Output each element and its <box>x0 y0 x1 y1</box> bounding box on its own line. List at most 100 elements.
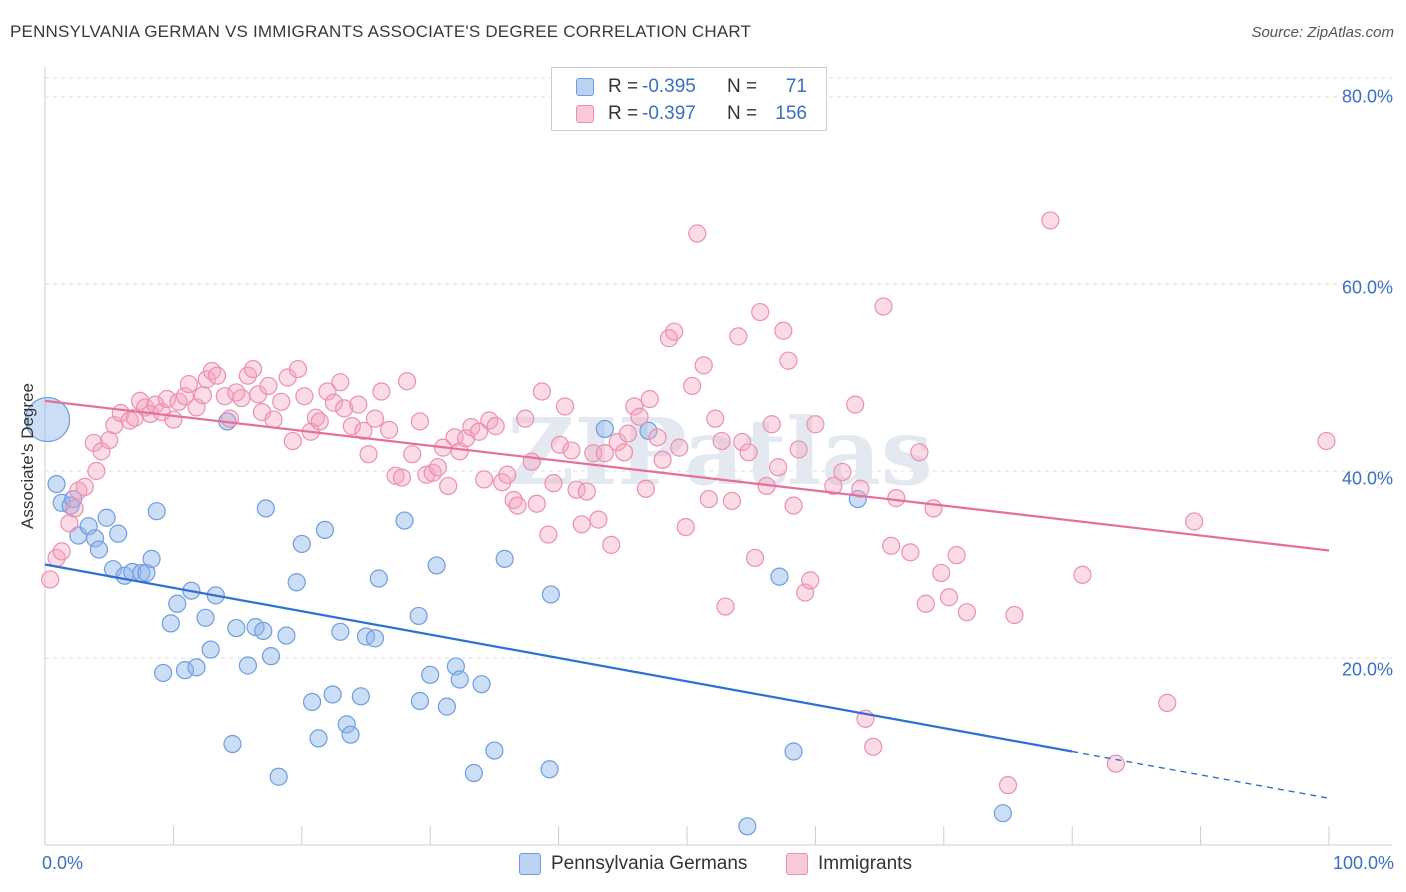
pennsylvania-german-point <box>302 692 322 712</box>
immigrant-point <box>1073 565 1092 584</box>
immigrant-point <box>259 376 278 396</box>
pennsylvania-german-point <box>323 685 342 704</box>
immigrant-point <box>801 571 820 590</box>
immigrant-point <box>232 388 251 408</box>
immigrant-point <box>1005 605 1024 625</box>
pennsylvania-german-point <box>269 767 288 786</box>
immigrant-point <box>774 321 793 340</box>
immigrant-point <box>310 412 329 431</box>
immigrant-point <box>887 489 906 508</box>
x-tick-label: 0.0% <box>42 853 84 873</box>
trend-lines <box>44 399 1330 799</box>
immigrant-point <box>469 422 489 441</box>
immigrant-point <box>670 438 689 457</box>
immigrant-point <box>636 479 656 498</box>
immigrant-point <box>410 412 430 431</box>
immigrant-point <box>806 415 825 434</box>
r-value: -0.397 <box>642 103 696 124</box>
pennsylvania-german-point <box>472 675 491 694</box>
immigrant-point <box>716 597 735 616</box>
immigrant-point <box>699 489 718 509</box>
immigrant-point <box>450 442 469 461</box>
immigrant-point <box>193 386 213 405</box>
legend-item-pennsylvania-germans[interactable]: Pennsylvania Germans <box>519 852 747 876</box>
immigrant-point <box>589 510 608 529</box>
pennsylvania-german-point <box>292 534 311 554</box>
immigrant-point <box>1185 512 1204 531</box>
legend-item-immigrants[interactable]: Immigrants <box>786 852 912 876</box>
immigrant-point <box>722 491 742 511</box>
immigrant-point <box>87 461 106 481</box>
immigrant-point <box>318 382 337 401</box>
immigrant-point <box>1106 754 1125 773</box>
pennsylvania-german-point <box>495 549 514 568</box>
pennsylvania-german-point <box>450 670 469 689</box>
immigrant-point <box>295 387 314 406</box>
pennsylvania-german-point <box>315 520 335 540</box>
pennsylvania-german-point <box>161 614 180 633</box>
immigrant-point <box>683 376 702 396</box>
immigrant-point <box>335 399 354 418</box>
immigrant-point <box>733 432 752 452</box>
immigrant-point <box>901 543 920 562</box>
immigrant-point <box>916 594 935 613</box>
pennsylvania-german-point <box>540 760 559 779</box>
immigrant-point <box>1158 693 1177 712</box>
n-label: N = <box>727 103 758 124</box>
source-label: Source: ZipAtlas.com <box>1251 24 1394 41</box>
pennsylvania-german-point <box>351 687 370 706</box>
y-tick-label: 20.0% <box>1341 659 1393 680</box>
immigrant-point <box>712 431 731 451</box>
immigrant-point <box>75 477 94 496</box>
trend-line-pennsylvania-germans <box>44 563 1073 753</box>
legend-label: Pennsylvania Germans <box>551 853 748 874</box>
pennsylvania-german-point <box>427 556 446 575</box>
immigrant-point <box>283 431 302 451</box>
immigrant-point <box>824 476 843 496</box>
x-tick-label: 100.0% <box>1332 853 1394 873</box>
immigrant-point <box>359 445 378 464</box>
pennsylvania-german-point <box>369 569 388 588</box>
immigrant-point <box>784 496 803 515</box>
pennsylvania-german-point <box>365 629 385 648</box>
immigrant-point <box>665 322 684 341</box>
immigrant-point <box>380 420 399 439</box>
immigrant-point <box>614 443 634 462</box>
pennsylvania-german-point <box>410 691 430 711</box>
immigrant-point <box>851 479 870 498</box>
immigrant-point <box>508 496 527 515</box>
pennsylvania-german-point <box>784 742 803 761</box>
immigrant-point <box>539 525 558 544</box>
axes <box>44 67 1392 846</box>
immigrant-point <box>1317 431 1336 451</box>
immigrant-point <box>157 389 177 409</box>
immigrant-point <box>331 373 350 392</box>
immigrant-point <box>486 417 505 436</box>
pennsylvania-german-point <box>109 524 128 543</box>
immigrant-point <box>354 421 373 440</box>
immigrant-point <box>751 302 770 322</box>
immigrant-point <box>562 441 581 460</box>
legend-swatch <box>519 853 541 875</box>
immigrant-point <box>120 411 139 430</box>
legend-swatch <box>576 105 594 123</box>
pennsylvania-german-point <box>287 573 306 592</box>
legend-label: Immigrants <box>818 853 912 874</box>
immigrant-point <box>864 737 883 756</box>
pennsylvania-german-point <box>770 567 789 586</box>
y-axis-label: Associate's Degree <box>18 383 37 529</box>
pennsylvania-german-point <box>738 817 757 836</box>
legend-row-pennsylvania-germans: R = -0.395 N = 71 <box>576 76 807 98</box>
immigrant-point <box>365 409 385 428</box>
immigrant-point <box>516 409 535 428</box>
pennsylvania-german-point <box>395 511 414 530</box>
immigrant-point <box>264 410 283 429</box>
immigrant-point <box>779 351 798 370</box>
immigrant-point <box>595 444 614 463</box>
stats-legend: R = -0.395 N = 71 R = -0.397 N = 156 <box>551 67 827 131</box>
pennsylvania-german-point <box>142 549 161 568</box>
n-value: 156 <box>775 103 807 124</box>
immigrant-point <box>428 458 448 477</box>
pennsylvania-german-point <box>254 621 273 640</box>
